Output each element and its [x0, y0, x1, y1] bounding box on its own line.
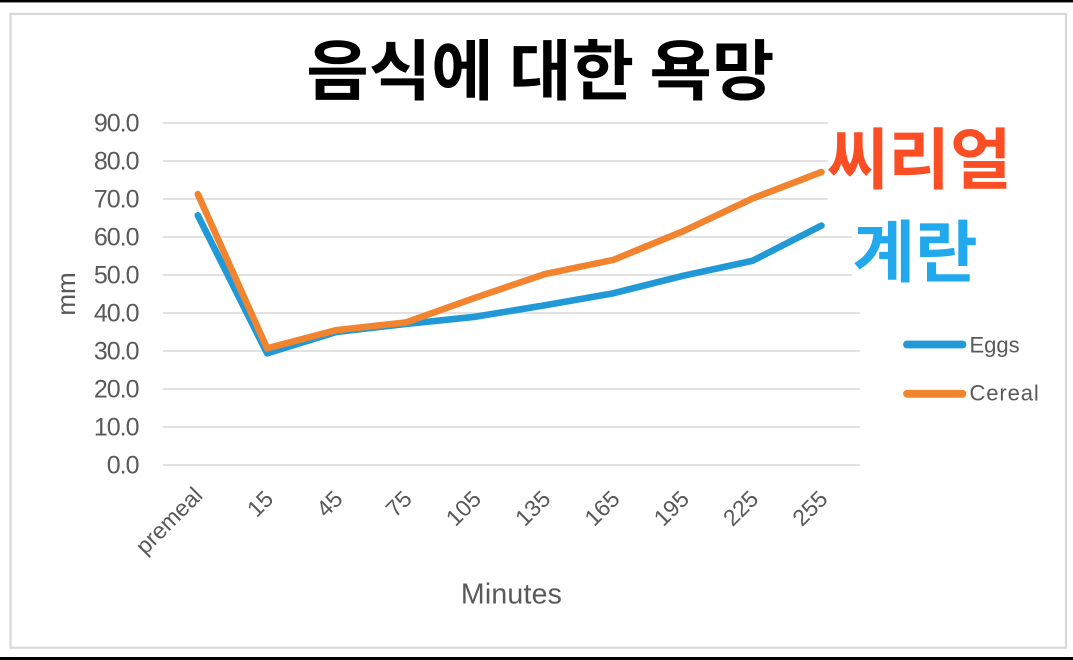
svg-text:90.0: 90.0 — [94, 110, 139, 138]
svg-text:60.0: 60.0 — [94, 224, 139, 252]
svg-text:30.0: 30.0 — [94, 338, 139, 366]
svg-text:Eggs: Eggs — [970, 333, 1020, 358]
svg-text:Cereal: Cereal — [970, 381, 1040, 406]
svg-text:50.0: 50.0 — [94, 262, 139, 290]
svg-text:80.0: 80.0 — [94, 148, 139, 176]
svg-text:10.0: 10.0 — [94, 414, 139, 442]
svg-text:0.0: 0.0 — [107, 452, 139, 480]
svg-text:20.0: 20.0 — [94, 376, 139, 404]
svg-text:Minutes: Minutes — [461, 579, 562, 611]
svg-text:mm: mm — [51, 272, 81, 315]
svg-text:40.0: 40.0 — [94, 300, 139, 328]
svg-text:70.0: 70.0 — [94, 186, 139, 214]
